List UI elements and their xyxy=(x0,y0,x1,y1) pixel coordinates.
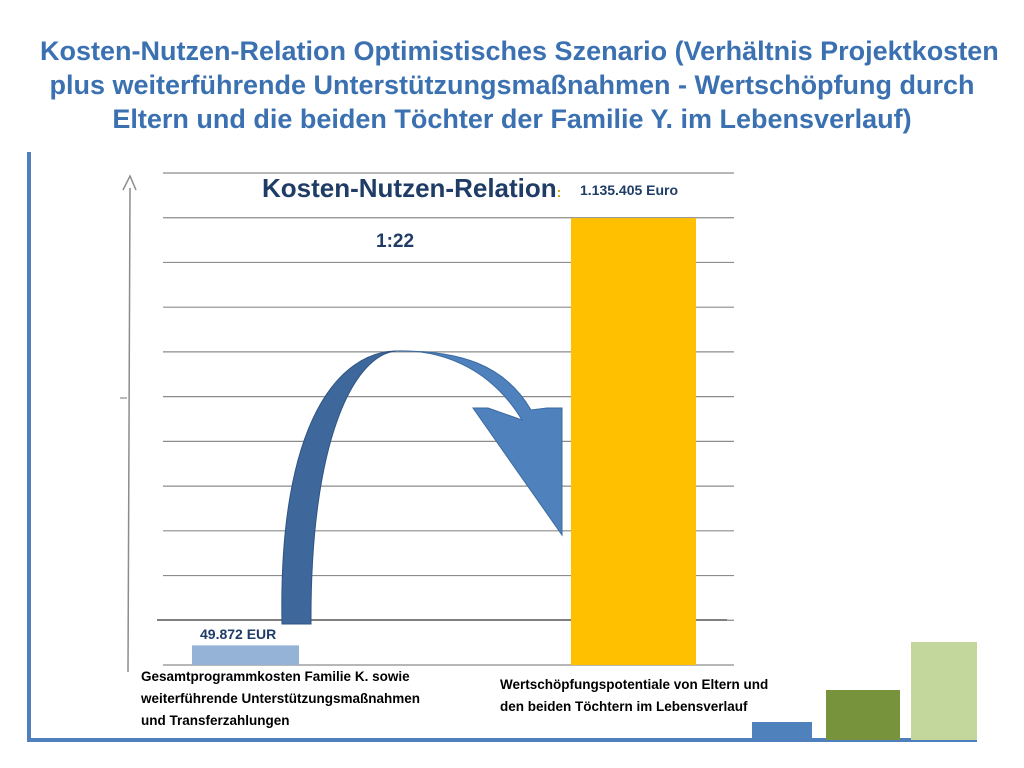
category-label-cost: Gesamtprogrammkosten Familie K. sowie we… xyxy=(141,666,420,732)
category-label-value: Wertschöpfungspotentiale von Eltern und … xyxy=(500,674,768,718)
bar-value-label-value: 1.135.405 Euro xyxy=(580,182,679,198)
title-line-2: plus weiterführende Unterstützungsmaßnah… xyxy=(49,70,975,100)
curved-arrow-shaft-rising xyxy=(281,350,397,625)
category-label-cost-line-3: und Transferzahlungen xyxy=(141,713,290,728)
bar-value xyxy=(571,218,696,665)
category-label-cost-line-1: Gesamtprogrammkosten Familie K. sowie xyxy=(141,669,410,684)
category-label-value-line-2: den beiden Töchtern im Lebensverlauf xyxy=(500,699,748,714)
y-axis-line xyxy=(127,187,131,673)
deco-bar-green xyxy=(826,690,900,740)
title-line-1: Kosten-Nutzen-Relation Optimistisches Sz… xyxy=(40,36,999,66)
deco-bar-blue xyxy=(752,722,812,740)
slide-title: Kosten-Nutzen-Relation Optimistisches Sz… xyxy=(40,34,999,136)
category-label-value-line-1: Wertschöpfungspotentiale von Eltern und xyxy=(500,677,769,692)
relation-label-text: Kosten-Nutzen-Relation xyxy=(262,173,557,203)
curved-arrow-head xyxy=(395,350,563,537)
ratio-value: 1:22 xyxy=(376,231,415,252)
category-label-cost-line-2: weiterführende Unterstützungsmaßnahmen xyxy=(141,691,421,706)
deco-bar-lightgreen xyxy=(911,642,977,740)
bar-cost xyxy=(192,645,299,665)
title-line-3: Eltern und die beiden Töchter der Famili… xyxy=(112,104,912,134)
relation-label-colon: : xyxy=(556,184,562,200)
bar-value-label-cost: 49.872 EUR xyxy=(200,626,277,642)
frame-left-border xyxy=(27,152,31,742)
y-axis-arrowhead xyxy=(122,174,137,191)
frame-bottom-border xyxy=(27,738,977,742)
relation-label: Kosten-Nutzen-Relation: xyxy=(262,173,561,204)
